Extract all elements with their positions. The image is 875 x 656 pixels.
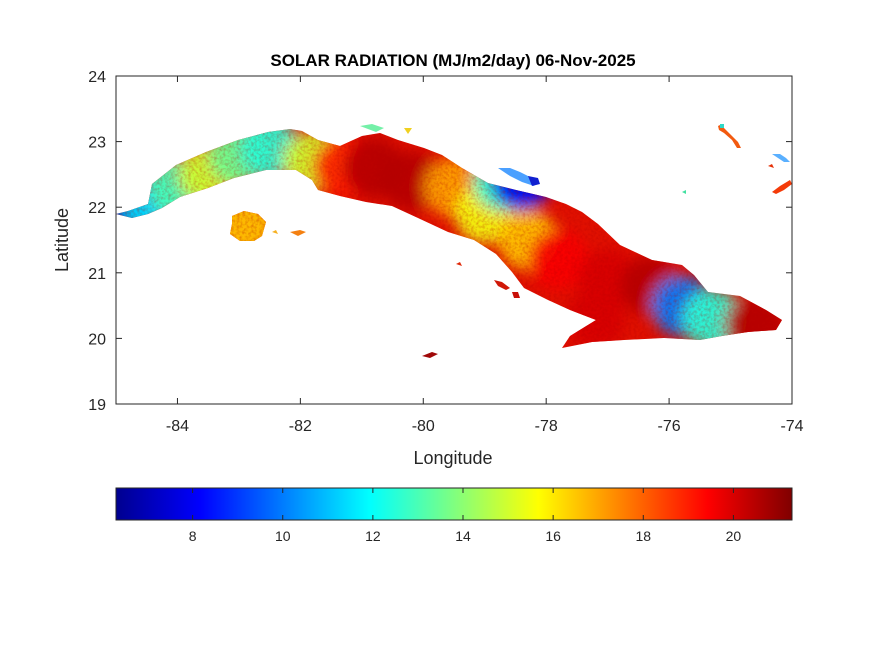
plot-area: -84 -82 -80 -78 -76 -74 19 20 21 22 23 24 [88,69,803,435]
colorbar-ticks: 8 10 12 14 16 18 20 [189,488,742,544]
x-tick-label: -76 [658,418,681,435]
y-axis: 19 20 21 22 23 24 [88,69,792,414]
y-tick-label: 24 [88,69,106,86]
x-tick-label: -80 [412,418,435,435]
plot-background [116,76,792,404]
colorbar-tick-label: 8 [189,528,197,544]
x-axis-label: Longitude [413,448,492,468]
colorbar-tick-label: 18 [635,528,651,544]
chart-title: SOLAR RADIATION (MJ/m2/day) 06-Nov-2025 [270,51,635,70]
outlying-cays [272,124,792,358]
x-tick-label: -78 [535,418,558,435]
colorbar-frame [115,487,793,521]
axes-box [115,75,793,405]
y-tick-label: 23 [88,135,106,152]
y-tick-label: 22 [88,200,106,217]
colorbar-tick-label: 12 [365,528,381,544]
y-tick-label: 19 [88,397,106,414]
x-axis: -84 -82 -80 -78 -76 -74 [166,76,804,435]
y-tick-label: 20 [88,331,106,348]
colorbar-tick-label: 16 [545,528,561,544]
colorbar: 8 10 12 14 16 18 20 [115,487,793,544]
y-axis-label: Latitude [52,208,72,272]
colorbar-gradient [116,488,792,520]
colorbar-tick-label: 20 [726,528,742,544]
colorbar-tick-label: 14 [455,528,471,544]
y-tick-label: 21 [88,266,106,283]
x-tick-label: -82 [289,418,312,435]
x-tick-label: -84 [166,418,189,435]
colorbar-tick-label: 10 [275,528,291,544]
x-tick-label: -74 [780,418,803,435]
